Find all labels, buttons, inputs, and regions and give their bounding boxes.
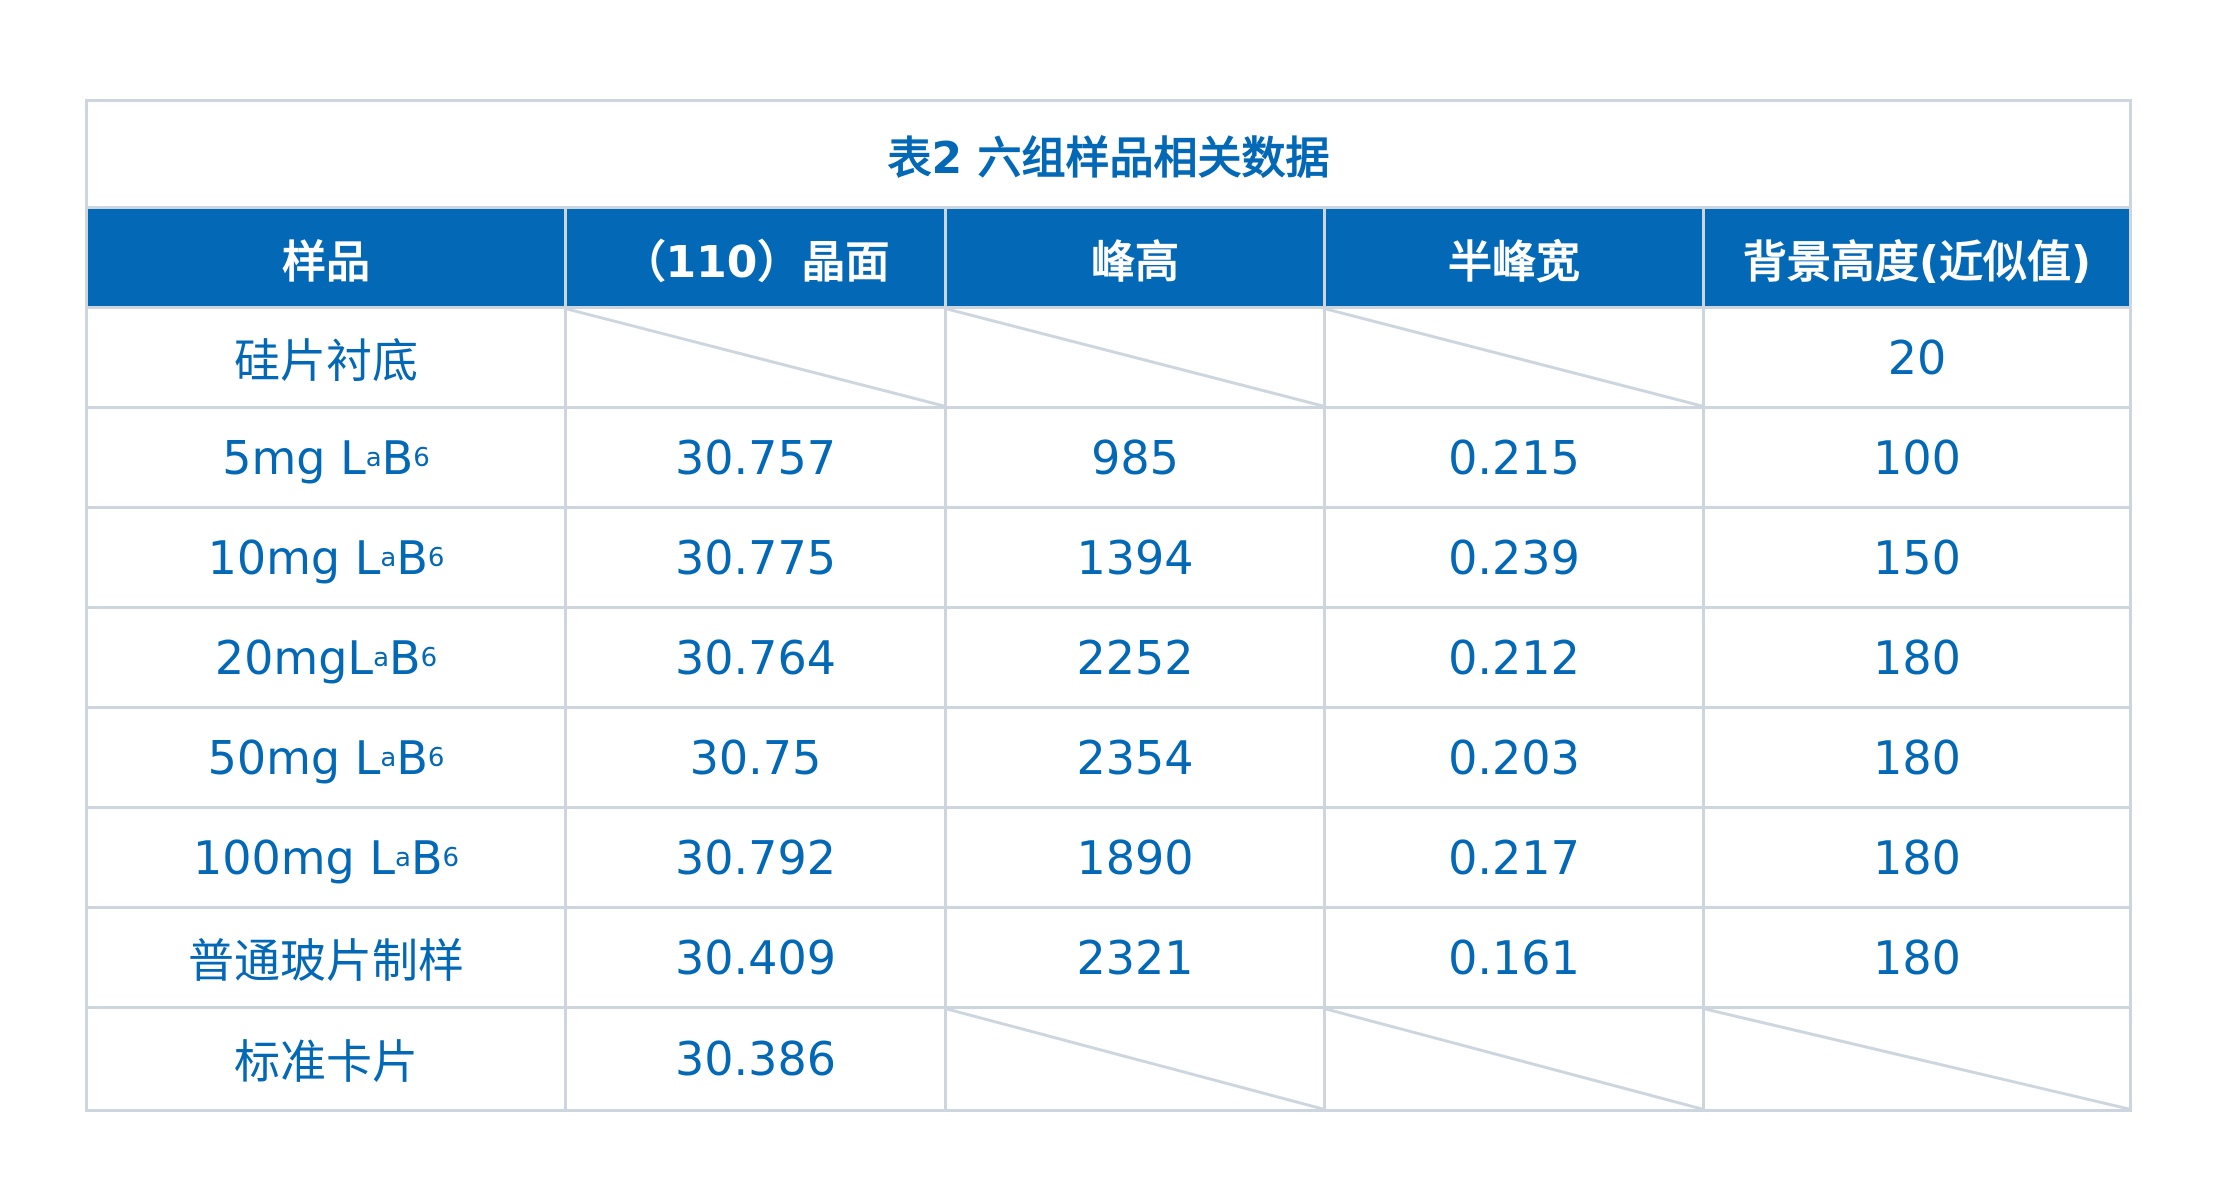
cell-background: 20 — [1887, 330, 1947, 385]
diagonal-slash — [1326, 1009, 1702, 1109]
cell-crystal-plane: 30.409 — [567, 909, 947, 1006]
cell-crystal-plane: 30.75 — [567, 709, 947, 806]
table-title: 表2 六组样品相关数据 — [88, 102, 2129, 209]
cell-background: 100 — [1873, 430, 1961, 485]
cell-peak-height-empty — [947, 1009, 1326, 1109]
data-table: 表2 六组样品相关数据 样品 （110）晶面 峰高 半峰宽 背景高度(近似值) … — [85, 99, 2132, 1112]
cell-crystal-plane: 30.792 — [567, 809, 947, 906]
cell-fwhm: 0.212 — [1326, 609, 1705, 706]
cell-fwhm-empty — [1326, 1009, 1705, 1109]
cell-fwhm: 0.161 — [1326, 909, 1705, 1006]
table-row: 20mgL a B 6 30.764 2252 0.212 180 — [88, 609, 2129, 709]
cell-fwhm: 0.239 — [1326, 509, 1705, 606]
cell-peak-height: 985 — [947, 409, 1326, 506]
table-row: 普通玻片制样 30.409 2321 0.161 180 — [88, 909, 2129, 1009]
cell-sample: 普通玻片制样 — [88, 909, 567, 1006]
header-peak-height: 峰高 — [947, 209, 1326, 306]
cell-crystal-plane: 30.764 — [567, 609, 947, 706]
cell-sample: 硅片衬底 — [88, 309, 567, 406]
cell-sample: 20mgL a B 6 — [88, 609, 567, 706]
diagonal-slash — [567, 309, 944, 406]
header-fwhm: 半峰宽 — [1326, 209, 1705, 306]
cell-crystal-plane-empty — [567, 309, 947, 406]
cell-background: 150 — [1873, 530, 1961, 585]
diagonal-slash — [1705, 1009, 2129, 1109]
cell-background: 180 — [1873, 730, 1961, 785]
diagonal-slash — [947, 1009, 1323, 1109]
cell-crystal-plane: 30.386 — [567, 1009, 947, 1109]
table-row: 标准卡片 30.386 — [88, 1009, 2129, 1109]
cell-peak-height: 2321 — [947, 909, 1326, 1006]
diagonal-slash — [1326, 309, 1702, 406]
cell-peak-height-empty — [947, 309, 1326, 406]
cell-peak-height: 1890 — [947, 809, 1326, 906]
cell-background: 180 — [1873, 630, 1961, 685]
header-background: 背景高度(近似值) — [1705, 209, 2129, 306]
cell-background-empty — [1705, 1009, 2129, 1109]
cell-sample: 标准卡片 — [88, 1009, 567, 1109]
cell-fwhm-empty — [1326, 309, 1705, 406]
cell-fwhm: 0.217 — [1326, 809, 1705, 906]
header-row: 样品 （110）晶面 峰高 半峰宽 背景高度(近似值) — [88, 209, 2129, 309]
cell-fwhm: 0.215 — [1326, 409, 1705, 506]
header-sample: 样品 — [88, 209, 567, 306]
diagonal-slash — [947, 309, 1323, 406]
cell-peak-height: 2354 — [947, 709, 1326, 806]
cell-background: 180 — [1873, 930, 1961, 985]
cell-crystal-plane: 30.775 — [567, 509, 947, 606]
cell-fwhm: 0.203 — [1326, 709, 1705, 806]
cell-crystal-plane: 30.757 — [567, 409, 947, 506]
table-row: 硅片衬底 20 — [88, 309, 2129, 409]
cell-background: 180 — [1873, 830, 1961, 885]
cell-peak-height: 1394 — [947, 509, 1326, 606]
header-crystal-plane: （110）晶面 — [567, 209, 947, 306]
cell-peak-height: 2252 — [947, 609, 1326, 706]
